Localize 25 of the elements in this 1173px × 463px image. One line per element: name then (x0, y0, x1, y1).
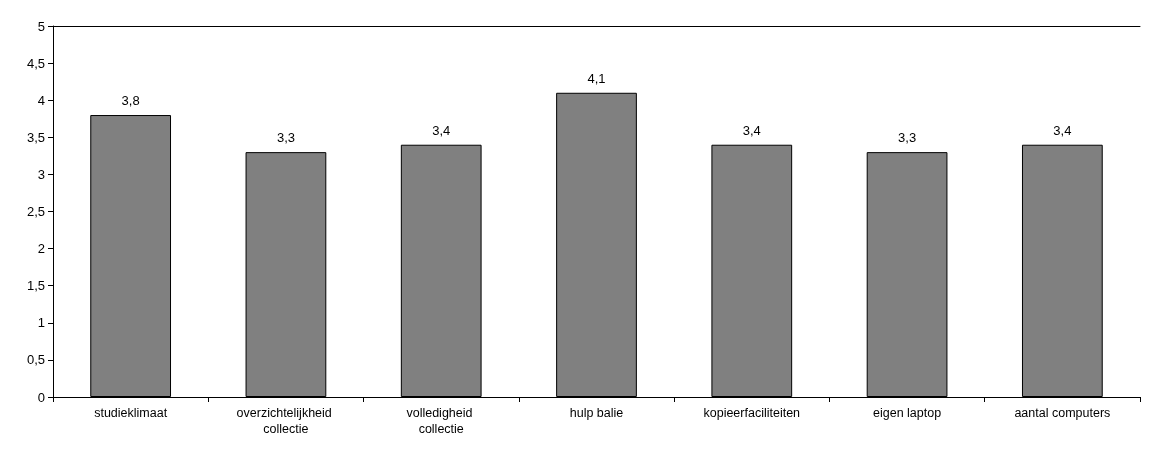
x-tick-label: aantal computers (1014, 406, 1111, 420)
y-tick-label: 4,5 (26, 55, 45, 71)
x-tick-label: volledigheid collectie (406, 406, 476, 436)
y-tick-label: 1 (37, 315, 45, 331)
data-label: 4,1 (587, 70, 606, 86)
data-label: 3,4 (1053, 122, 1072, 138)
x-tick-label: studieklimaat (94, 406, 168, 420)
data-label: 3,3 (898, 130, 917, 146)
data-label: 3,4 (432, 122, 451, 138)
data-label: 3,3 (276, 130, 295, 146)
y-tick-label: 0 (37, 389, 45, 405)
y-tick-label: 3 (37, 166, 45, 182)
x-tick-label: hulp balie (569, 406, 624, 420)
x-tick-label: eigen laptop (873, 406, 942, 420)
x-tick-label: overzichtelijkheid collectie (236, 406, 336, 436)
y-tick-label: 1,5 (26, 278, 45, 294)
y-tick-label: 2 (37, 241, 45, 257)
y-tick-label: 0,5 (26, 352, 45, 368)
y-tick-label: 2,5 (26, 204, 45, 219)
y-tick-label: 5 (37, 18, 45, 34)
data-label: 3,4 (742, 122, 761, 138)
data-label: 3,8 (121, 93, 140, 109)
y-tick-label: 4 (37, 92, 45, 108)
x-tick-label: kopieerfaciliteiten (703, 406, 801, 420)
y-tick-label: 3,5 (26, 129, 45, 145)
